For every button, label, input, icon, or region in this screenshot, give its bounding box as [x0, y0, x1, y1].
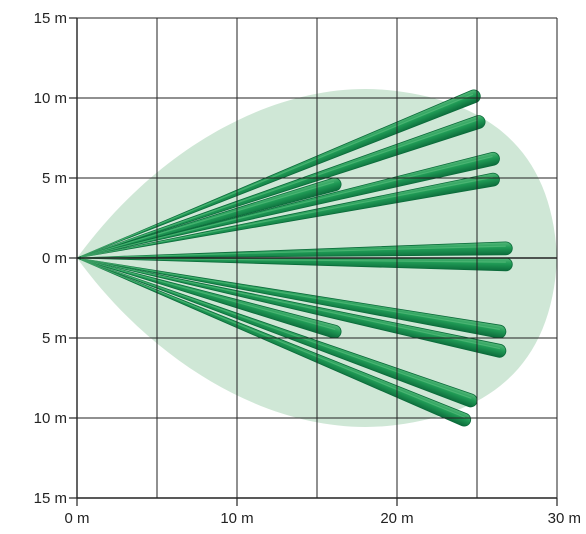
x-tick-label: 0 m — [64, 510, 89, 527]
y-tick-label: 5 m — [42, 330, 67, 347]
x-tick-label: 10 m — [220, 510, 253, 527]
y-tick-label: 15 m — [34, 10, 67, 27]
beam-group — [76, 89, 513, 427]
y-tick-label: 10 m — [34, 90, 67, 107]
y-tick-label: 5 m — [42, 170, 67, 187]
x-tick-label: 30 m — [548, 510, 581, 527]
y-tick-label: 15 m — [34, 490, 67, 507]
y-tick-label: 0 m — [42, 250, 67, 267]
beam-lower-outer-long — [76, 257, 472, 427]
beam-center-upper — [76, 241, 513, 259]
beam-lower-mid-long — [76, 257, 507, 358]
axis-labels: 15 m 10 m 5 m 0 m 5 m 10 m 15 m 0 m 10 m 20 m 30 m — [34, 10, 581, 527]
x-tick-label: 20 m — [380, 510, 413, 527]
beam-upper-mid-long — [76, 151, 500, 259]
grid-lines — [69, 17, 558, 506]
y-tick-label: 10 m — [34, 410, 67, 427]
